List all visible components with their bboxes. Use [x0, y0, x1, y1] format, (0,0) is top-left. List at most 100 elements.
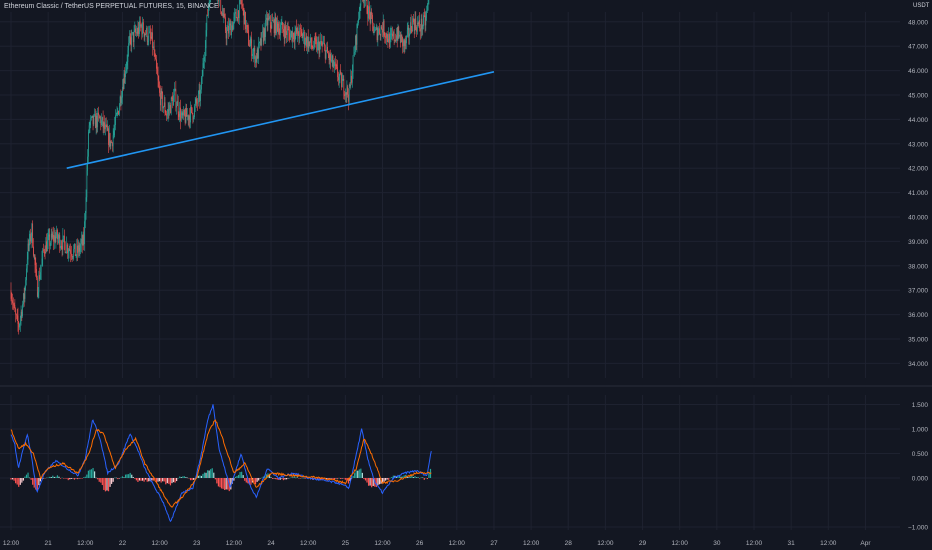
- histogram-bar: [388, 478, 390, 480]
- histogram-bar: [138, 478, 141, 481]
- candle-body: [67, 244, 68, 254]
- candle-body: [58, 235, 60, 239]
- histogram-bar: [186, 477, 189, 479]
- histogram-bar: [355, 470, 357, 478]
- histogram-bar: [415, 477, 418, 478]
- histogram-bar: [335, 478, 337, 479]
- histogram-bar: [391, 477, 393, 478]
- histogram-bar: [98, 478, 100, 482]
- histogram-bar: [250, 478, 252, 485]
- histogram-bar: [169, 478, 172, 486]
- candle-body: [275, 16, 277, 34]
- candle-body: [273, 20, 275, 33]
- histogram-bar: [411, 475, 413, 478]
- candle-body: [224, 13, 225, 18]
- candle-body: [131, 33, 133, 46]
- candle-body: [264, 28, 266, 38]
- candle-body: [387, 39, 389, 43]
- candle-body: [105, 124, 107, 126]
- histogram-bar: [39, 478, 42, 482]
- histogram-bar: [380, 478, 382, 484]
- candle-body: [246, 25, 248, 27]
- candle-body: [404, 40, 406, 47]
- candle-body: [14, 305, 16, 312]
- candle-body: [169, 105, 171, 111]
- histogram-bar: [135, 478, 137, 481]
- x-tick-label: 12:00: [300, 540, 317, 547]
- candle-body: [176, 105, 177, 108]
- candles[interactable]: [10, 0, 432, 335]
- candle-body: [284, 26, 286, 39]
- candle-body: [261, 32, 263, 45]
- histogram-bar: [332, 478, 334, 480]
- histogram-bar: [58, 476, 60, 478]
- candle-body: [323, 43, 325, 44]
- candle-body: [173, 95, 174, 106]
- candle-body: [226, 30, 228, 39]
- candle-body: [119, 96, 121, 107]
- candle-body: [26, 268, 27, 281]
- candle-body: [260, 38, 262, 45]
- candle-body: [195, 99, 197, 104]
- candle-body: [374, 29, 376, 33]
- candle-body: [69, 249, 71, 251]
- candle-body: [113, 130, 115, 136]
- histogram-bar: [284, 478, 286, 480]
- histogram-bar: [292, 477, 294, 479]
- candle-body: [81, 238, 83, 246]
- y-tick-label: 44.000: [908, 117, 928, 124]
- time-axis[interactable]: 12:00 21 12:00 22 12:00 23 12:00 24 12:00 25 12:00…: [3, 540, 871, 547]
- trendline-support[interactable]: [66, 71, 495, 169]
- candle-body: [381, 26, 383, 29]
- candle-body: [136, 32, 137, 33]
- histogram-bar: [254, 478, 257, 485]
- candle-body: [401, 34, 403, 37]
- histogram-bar: [392, 475, 394, 478]
- histogram-bar: [293, 476, 295, 478]
- histogram-bar: [165, 478, 167, 485]
- candle-body: [301, 31, 303, 38]
- x-tick-label: 12:00: [597, 540, 614, 547]
- candle-body: [221, 13, 223, 15]
- candle-body: [244, 11, 246, 25]
- candle-body: [290, 33, 291, 40]
- candle-body: [29, 233, 31, 242]
- histogram-bar: [121, 476, 124, 478]
- histogram-bar: [126, 474, 128, 478]
- candle-body: [417, 22, 419, 24]
- candle-body: [235, 12, 237, 18]
- histogram-bar: [13, 478, 15, 481]
- candle-body: [134, 28, 136, 31]
- candle-body: [269, 16, 270, 19]
- candle-body: [263, 28, 265, 42]
- histogram-bar: [67, 478, 69, 481]
- candle-body: [53, 235, 54, 242]
- histogram-bar: [233, 478, 235, 481]
- candle-body: [419, 20, 420, 29]
- candle-body: [36, 277, 38, 297]
- histogram-bar: [70, 478, 72, 479]
- candle-body: [43, 249, 44, 251]
- candle-body: [329, 53, 331, 61]
- candle-body: [408, 27, 410, 37]
- candle-body: [164, 102, 166, 113]
- candle-body: [409, 33, 410, 37]
- candle-body: [383, 20, 385, 36]
- histogram-bar: [143, 478, 145, 482]
- histogram-bar: [352, 475, 354, 478]
- candle-body: [368, 6, 369, 19]
- candle-body: [325, 50, 327, 59]
- candle-body: [196, 99, 198, 103]
- candle-body: [76, 245, 78, 255]
- histogram-bar: [157, 478, 159, 482]
- price-axis[interactable]: 52.00051.00050.00049.00048.00047.00046.0…: [908, 0, 928, 532]
- candle-body: [114, 125, 116, 131]
- histogram-bar: [347, 478, 350, 484]
- candle-body: [399, 34, 400, 37]
- candle-body: [88, 131, 89, 157]
- candle-body: [293, 39, 295, 42]
- candle-body: [129, 36, 130, 44]
- histogram-bar: [428, 472, 430, 478]
- candle-body: [77, 245, 78, 253]
